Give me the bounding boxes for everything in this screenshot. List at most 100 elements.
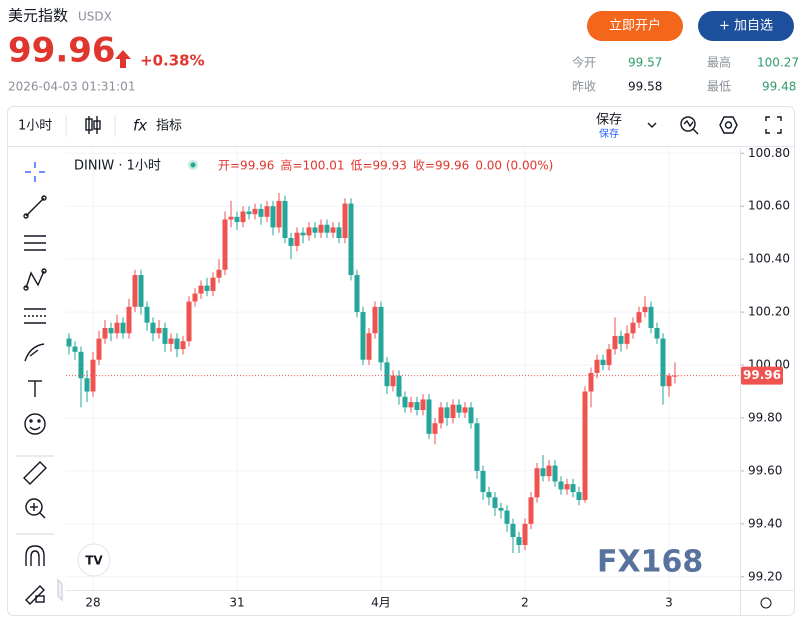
candle-body bbox=[66, 338, 72, 347]
candle-body bbox=[480, 470, 486, 493]
candle-body bbox=[594, 359, 600, 373]
candle-body bbox=[234, 216, 240, 223]
candle-body bbox=[492, 497, 498, 508]
watermark: FX168 bbox=[597, 545, 703, 580]
legend-item: 高=100.01 bbox=[280, 158, 344, 173]
candle-body bbox=[84, 378, 90, 392]
candle-body bbox=[534, 468, 540, 498]
candle-body bbox=[606, 349, 612, 366]
candle-body bbox=[564, 484, 570, 490]
candle-body bbox=[666, 375, 672, 387]
candle-body bbox=[612, 335, 618, 350]
candle-body bbox=[618, 335, 624, 344]
y-tick-label: 100.40 bbox=[748, 252, 790, 266]
button-label[interactable]: + 加自选 bbox=[719, 19, 773, 34]
save-menu[interactable] bbox=[647, 122, 657, 128]
candle-body bbox=[288, 237, 294, 246]
candle-body bbox=[126, 306, 132, 334]
candle-body bbox=[354, 275, 360, 313]
candle-body bbox=[390, 375, 396, 387]
candle-body bbox=[558, 481, 564, 490]
candle-body bbox=[576, 492, 582, 501]
x-tick-label: 28 bbox=[85, 596, 100, 610]
title: 美元指数 bbox=[8, 7, 68, 25]
candle-body bbox=[468, 407, 474, 424]
candle-body bbox=[348, 203, 354, 276]
save[interactable]: 保存 bbox=[596, 113, 622, 128]
candle-body bbox=[180, 341, 186, 350]
settings-icon[interactable] bbox=[719, 116, 738, 134]
button-label[interactable]: 立即开户 bbox=[609, 18, 661, 34]
candle-body bbox=[324, 224, 330, 233]
candle-body bbox=[144, 306, 150, 323]
indicator-icon[interactable]: fx bbox=[133, 117, 147, 135]
candle-body bbox=[588, 372, 594, 392]
stat-value: 99.48 bbox=[762, 80, 796, 94]
legend-item: 低=99.93 bbox=[350, 159, 406, 173]
candle-body bbox=[186, 301, 192, 342]
candle-body bbox=[312, 227, 318, 233]
candle-body bbox=[660, 338, 666, 387]
candle-body bbox=[654, 327, 660, 339]
candle-body bbox=[318, 224, 324, 233]
candle-body bbox=[108, 327, 114, 334]
symbol: DINIW · 1小时 bbox=[74, 159, 161, 174]
candle-body bbox=[156, 327, 162, 334]
candle-body bbox=[258, 208, 264, 217]
timestamp: 2026-04-03 01:31:01 bbox=[8, 80, 135, 94]
candle-body bbox=[138, 275, 144, 307]
candle-body bbox=[414, 402, 420, 411]
legend-item: 开=99.96 bbox=[218, 159, 274, 173]
x-tick-label: 3 bbox=[665, 596, 673, 610]
y-tick-label: 99.40 bbox=[748, 516, 782, 530]
candle-body bbox=[132, 275, 138, 307]
candle-body bbox=[402, 396, 408, 408]
candle-body bbox=[336, 227, 342, 238]
drawing-tools[interactable] bbox=[16, 162, 63, 605]
candle-body bbox=[396, 375, 402, 397]
candle-body bbox=[252, 208, 258, 215]
candle-body bbox=[450, 404, 456, 418]
up-arrow bbox=[115, 50, 131, 68]
candle-body bbox=[150, 322, 156, 334]
candle-body bbox=[570, 484, 576, 493]
save-status: 保存 bbox=[599, 127, 619, 140]
candle-body bbox=[174, 338, 180, 350]
candle-body bbox=[546, 465, 552, 477]
candle-body bbox=[630, 322, 636, 334]
interval[interactable]: 1小时 bbox=[18, 119, 52, 134]
x-tick-label: 2 bbox=[521, 596, 529, 610]
candle-body bbox=[78, 351, 84, 379]
indicators[interactable]: 指标 bbox=[156, 119, 182, 134]
y-tick-label: 99.80 bbox=[748, 410, 782, 424]
candle-body bbox=[600, 359, 606, 366]
legend-item: 0.00 (0.00%) bbox=[475, 159, 553, 173]
fullscreen-icon[interactable] bbox=[765, 116, 782, 134]
y-tick-label: 100.20 bbox=[748, 305, 790, 319]
candle-body bbox=[438, 407, 444, 424]
quick-search-icon[interactable] bbox=[680, 116, 699, 135]
chart-type-icon[interactable] bbox=[85, 116, 101, 134]
stat-label: 今开 bbox=[572, 55, 596, 70]
stat-label: 最高 bbox=[707, 55, 731, 70]
code: USDX bbox=[78, 10, 112, 24]
candle-body bbox=[426, 399, 432, 434]
stat-label: 最低 bbox=[707, 80, 731, 94]
candle-body bbox=[510, 523, 516, 538]
candle-body bbox=[552, 465, 558, 482]
candle-body bbox=[276, 200, 282, 228]
stat-value: 100.27 bbox=[757, 56, 799, 70]
candle-body bbox=[384, 362, 390, 387]
candle-body bbox=[420, 399, 426, 411]
candle-body bbox=[444, 407, 450, 418]
y-tick-label: 99.60 bbox=[748, 463, 782, 477]
candle-body bbox=[168, 338, 174, 344]
price-label: 99.96 bbox=[743, 368, 781, 382]
candle-body bbox=[228, 216, 234, 220]
candle-body bbox=[72, 346, 78, 352]
candle-body bbox=[366, 333, 372, 360]
watchlist-button[interactable] bbox=[698, 11, 794, 41]
candle-body bbox=[162, 327, 168, 344]
axis-settings[interactable] bbox=[760, 597, 772, 609]
open-account-button[interactable] bbox=[587, 11, 683, 41]
